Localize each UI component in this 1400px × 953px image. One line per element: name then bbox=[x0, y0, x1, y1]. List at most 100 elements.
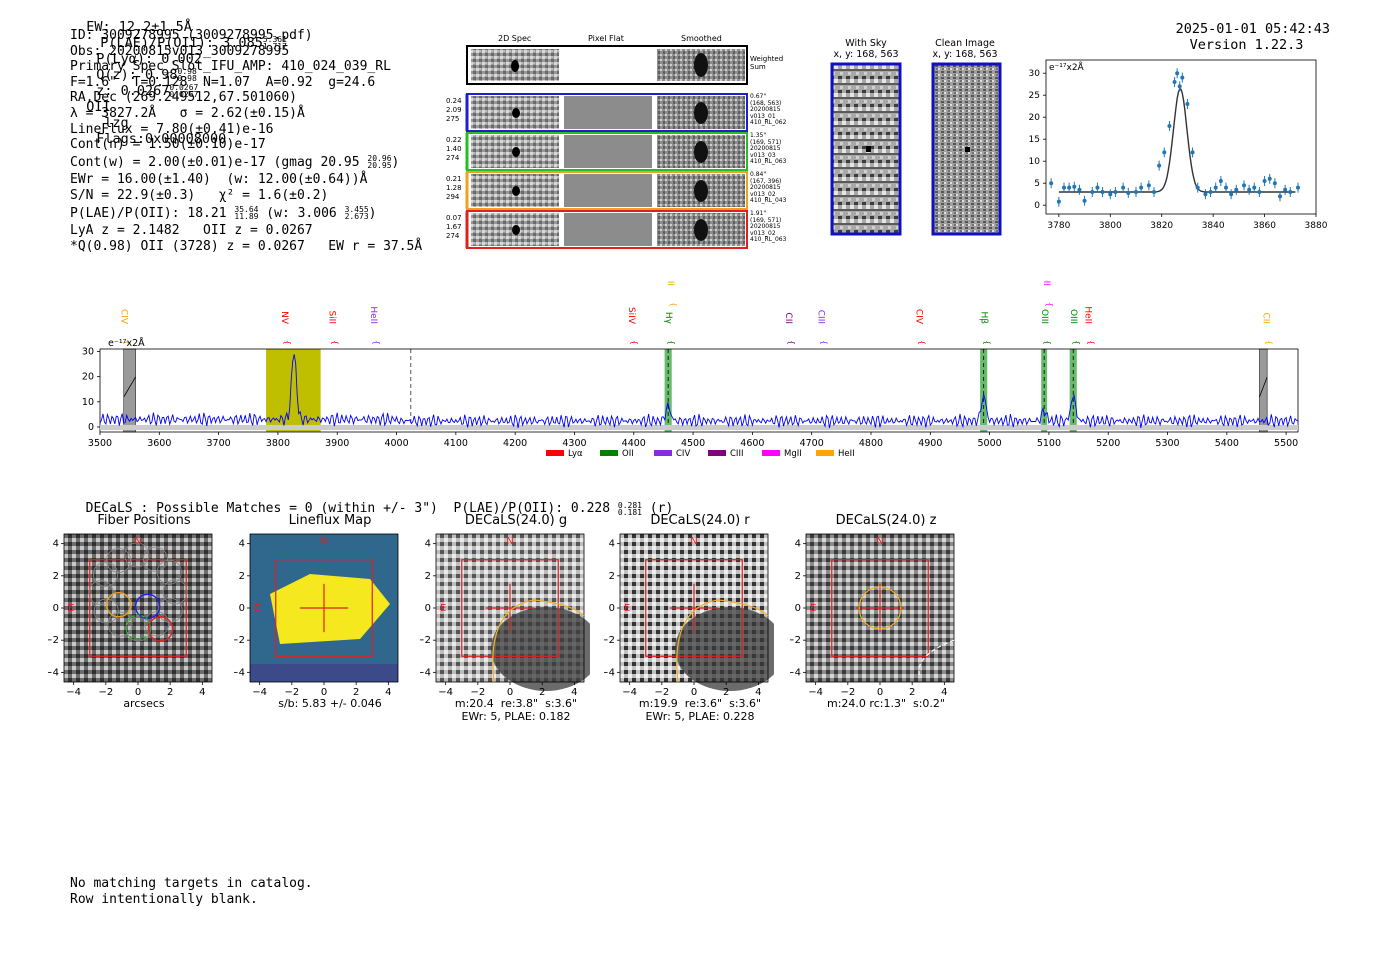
line-fit-units: e⁻¹⁷x2Å bbox=[1049, 61, 1085, 73]
emission-line-label: HeII bbox=[1082, 306, 1092, 324]
decals-ytick-label: −4 bbox=[234, 667, 245, 678]
emission-line-label: SiIV bbox=[626, 307, 636, 325]
data-point bbox=[1185, 102, 1190, 106]
data-point bbox=[1272, 181, 1277, 186]
footer-line-1: No matching targets in catalog. bbox=[70, 876, 313, 891]
emission-line-label: CIV bbox=[119, 309, 129, 325]
emission-line-bracket: { bbox=[1072, 340, 1081, 345]
decals-ytick-label: −2 bbox=[234, 635, 245, 646]
z-line: OII bbox=[86, 99, 111, 115]
full-xtick-label: 5200 bbox=[1096, 438, 1120, 449]
full-xtick-label: 4300 bbox=[562, 438, 586, 449]
info-lineflux: LineFlux = 7.80(±0.41)e-16 bbox=[70, 121, 274, 137]
galaxy-aperture bbox=[676, 599, 769, 683]
full-xtick-label: 4200 bbox=[503, 438, 527, 449]
data-point bbox=[1082, 198, 1087, 203]
data-point bbox=[1262, 179, 1267, 183]
emission-line-label: CII bbox=[783, 312, 793, 324]
decals-xtick-label: −4 bbox=[66, 687, 81, 698]
timestamp: 2025-01-01 05:42:43 bbox=[1175, 21, 1330, 37]
line-fit-frame bbox=[1045, 59, 1317, 215]
info-sn: S/N = 22.9(±0.3) χ² = 1.6(±0.2) bbox=[70, 187, 329, 203]
east-marker: E bbox=[810, 603, 816, 614]
info-contw: Cont(w) = 2.00(±0.01)e-17 (gmag 20.95 20… bbox=[70, 154, 400, 171]
full-xtick-label: 5500 bbox=[1274, 438, 1298, 449]
zoom-ytick-label: 10 bbox=[1029, 157, 1041, 167]
data-point bbox=[1257, 190, 1262, 194]
full-spectrum-frame bbox=[99, 348, 1299, 433]
decals-panel-title: DECaLS(24.0) r bbox=[650, 513, 750, 528]
data-point bbox=[1195, 185, 1200, 190]
zoom-xtick-label: 3880 bbox=[1305, 221, 1328, 231]
data-point bbox=[1062, 185, 1066, 190]
decals-panel-caption: m:19.9 re:3.6" s:3.6" EWr: 5, PLAE: 0.22… bbox=[638, 697, 762, 723]
decals-xtick-label: −4 bbox=[622, 687, 637, 698]
decals-panel-caption: m:20.4 re:3.8" s:3.6" EWr: 5, PLAE: 0.18… bbox=[454, 697, 578, 723]
info-lya: LyA z = 2.1482 OII z = 0.0267 bbox=[70, 223, 313, 239]
data-point bbox=[1162, 150, 1167, 155]
info-plae: P(LAE)/P(OII): 18.21 35.64 11.89 (w: 3.00… bbox=[70, 205, 377, 222]
full-ytick-label: 20 bbox=[82, 372, 94, 383]
legend-label: MgII bbox=[784, 449, 802, 459]
search-box bbox=[461, 559, 559, 657]
legend-swatch bbox=[546, 450, 564, 456]
decals-ytick-label: −4 bbox=[604, 667, 615, 678]
decals-xtick-label: 2 bbox=[167, 687, 173, 698]
data-point bbox=[1126, 190, 1131, 195]
with-sky-header: With Sky x, y: 168, 563 bbox=[833, 38, 899, 60]
decals-ytick-label: 2 bbox=[425, 571, 431, 582]
decals-panel-caption: m:24.0 rc:1.3" s:0.2" bbox=[827, 697, 945, 710]
info-contn: Cont(n) = 1.50(±0.10)e-17 bbox=[70, 137, 266, 153]
north-marker: N bbox=[690, 536, 697, 547]
legend-swatch bbox=[708, 450, 726, 456]
full-ytick-label: 0 bbox=[88, 422, 94, 433]
data-point bbox=[1288, 190, 1293, 194]
decals-ytick-label: 2 bbox=[239, 571, 245, 582]
decals-panel-title: Lineflux Map bbox=[288, 513, 372, 528]
zoom-ytick-label: 5 bbox=[1034, 179, 1040, 189]
emission-line-label: CIV bbox=[913, 309, 923, 325]
zoom-xtick-label: 3800 bbox=[1099, 221, 1122, 231]
cutout-flat bbox=[564, 96, 652, 129]
emission-line-bracket: { bbox=[1264, 340, 1273, 345]
full-xtick-label: 5100 bbox=[1037, 438, 1061, 449]
plae-bounds: 5.361 1.717 bbox=[262, 35, 287, 51]
emission-line-bracket: { bbox=[123, 340, 132, 345]
decals-xtick-label: 2 bbox=[353, 687, 359, 698]
col-smoothed: Smoothed bbox=[681, 34, 722, 43]
info-ewr: EWr = 16.00(±1.40) (w: 12.00(±0.64))Å bbox=[70, 172, 368, 188]
data-point bbox=[1278, 194, 1282, 199]
decals-panel-image: N E −4 −4 −2 −2 0 0 2 2 4 4 bbox=[234, 533, 399, 698]
full-spectrum-chart: CIV {NV {SiII {HeII {SiIV {CIII {Hγ {CII {CIII {C… bbox=[82, 280, 1299, 459]
full-xtick-label: 5300 bbox=[1155, 438, 1179, 449]
data-point bbox=[1224, 185, 1228, 190]
data-point bbox=[1177, 84, 1182, 89]
emission-line-bracket: { bbox=[1045, 302, 1054, 307]
emission-line-bracket: { bbox=[283, 340, 292, 345]
col-2d-spec: 2D Spec bbox=[498, 34, 532, 43]
full-xtick-label: 4800 bbox=[859, 438, 883, 449]
decals-xtick-label: −2 bbox=[284, 687, 299, 698]
decals-xtick-label: −4 bbox=[438, 687, 453, 698]
full-xtick-label: 4900 bbox=[918, 438, 942, 449]
north-marker: N bbox=[320, 536, 327, 547]
data-point bbox=[1229, 192, 1234, 197]
footer-notes: No matching targets in catalog. Row inte… bbox=[70, 876, 313, 907]
full-spectrum-units: e⁻¹⁷x2Å bbox=[108, 337, 145, 349]
emission-band bbox=[1069, 349, 1077, 432]
data-point bbox=[1056, 199, 1061, 204]
data-point bbox=[1157, 163, 1162, 168]
qz-bounds: 0.98 0.98 bbox=[177, 67, 197, 83]
emission-line-label: CII bbox=[1260, 312, 1270, 324]
full-xtick-label: 4500 bbox=[681, 438, 705, 449]
emission-line-label: HeII bbox=[368, 306, 378, 324]
cutout-left-label: 0.24 2.09 275 bbox=[446, 97, 462, 123]
decals-ytick-label: 0 bbox=[425, 603, 431, 614]
emission-line-label: Hγ bbox=[663, 312, 673, 325]
decals-ytick-label: 0 bbox=[239, 603, 245, 614]
decals-ytick-label: −4 bbox=[48, 667, 59, 678]
decals-panel-image: N E −4 −4 −2 −2 0 0 2 2 4 4 bbox=[420, 533, 590, 698]
z-bounds: 0.0267 0.0267 bbox=[169, 83, 199, 99]
search-box bbox=[645, 559, 743, 657]
decals-xtick-label: 4 bbox=[199, 687, 205, 698]
